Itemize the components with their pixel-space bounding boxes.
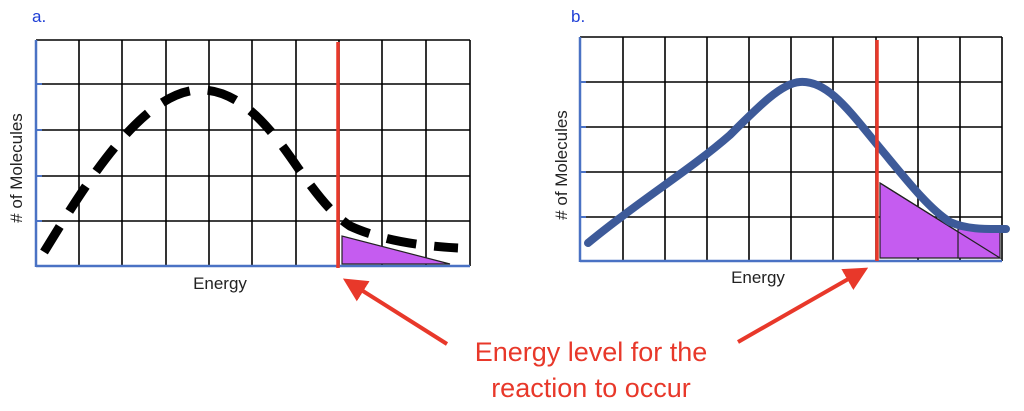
panel-b-y-axis-label: # of Molecules [552,110,571,220]
annotation-arrow-left [342,278,449,346]
panel-b-solid-curve [584,77,1010,247]
panel-b-x-axis-label: Energy [731,268,785,287]
annotation-text-line1: Energy level for the [475,337,708,367]
annotation-text-line2: reaction to occur [491,373,691,403]
panel-a: a. [7,7,471,293]
panel-a-y-ticks [36,83,42,222]
panel-a-x-axis-label: Energy [193,274,247,293]
panel-b-grid [580,36,1003,261]
panel-b: b. [552,7,1010,287]
panel-a-shaded-area [341,235,451,265]
panel-a-axes [34,40,470,268]
panel-b-label: b. [571,7,585,26]
panel-a-dashed-curve [40,85,459,255]
panel-a-y-axis-label: # of Molecules [7,113,26,223]
threshold-annotation: Energy level for the reaction to occur [342,267,869,403]
panel-b-shaded-edge [879,182,1001,259]
annotation-arrow-right [737,267,869,344]
panel-b-axes [578,37,1002,263]
panel-a-grid [36,39,471,266]
panel-b-y-ticks [580,81,586,218]
panel-a-label: a. [32,7,46,26]
